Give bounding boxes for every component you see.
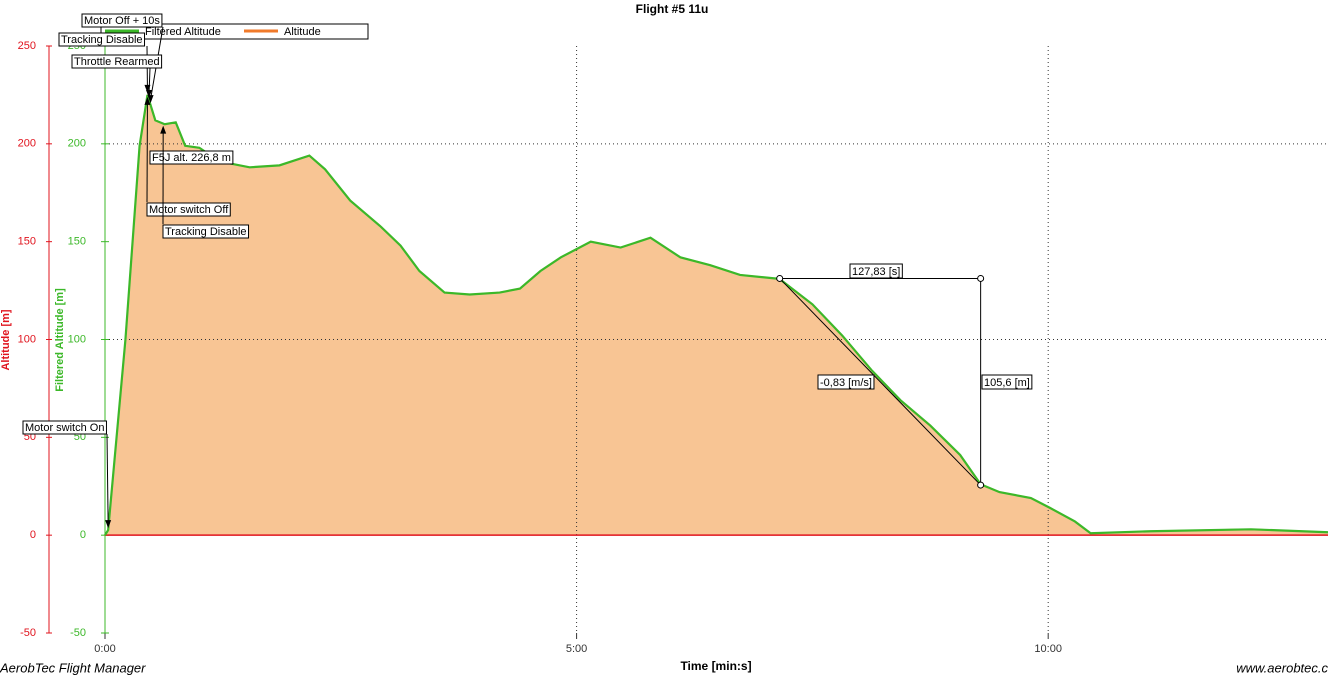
annotation-arrow [144, 96, 151, 105]
annotation-label: Tracking Disable [61, 34, 143, 46]
annotation-box [162, 224, 250, 239]
measure-slope [779, 278, 981, 486]
annotation-label: Tracking Disable [165, 226, 247, 238]
y-tick-label: 100 [18, 333, 36, 345]
y-tick-label: 150 [18, 236, 36, 248]
footer-right: www.aerobtec.c [1236, 660, 1328, 675]
legend-label: Altitude [284, 26, 321, 38]
y2-tick-label: 100 [68, 333, 86, 345]
annotation-box [71, 54, 163, 69]
annotation-leader [148, 67, 151, 95]
annotation-label: Motor Off + 10s [84, 15, 160, 27]
y-tick-label: 0 [30, 529, 36, 541]
measure-point [977, 274, 985, 282]
annotation-box [81, 13, 163, 28]
annotation-box [149, 150, 234, 165]
annotation-label: Motor switch On [25, 422, 104, 434]
annotation-label: F5J alt. 226,8 m [152, 152, 231, 164]
annotation-arrow [105, 520, 112, 529]
x-tick-label: 10:00 [1034, 643, 1062, 655]
measure-box [849, 263, 903, 279]
annotation-box [58, 32, 146, 47]
y2-tick-label: 0 [80, 529, 86, 541]
annotation-leader [106, 433, 109, 525]
chart-title: Flight #5 11u [636, 2, 709, 16]
x-tick-label: 0:00 [94, 643, 115, 655]
annotation-arrow [146, 90, 153, 99]
annotation-arrow [160, 125, 167, 134]
annotation-label: Motor switch Off [149, 204, 229, 216]
y2-axis-label: Filtered Altitude [m] [54, 288, 66, 392]
y-axis-label: Altitude [m] [0, 309, 12, 370]
y-tick-label: 250 [18, 40, 36, 52]
annotation-box [22, 420, 107, 435]
footer-left: AerobTec Flight Manager [0, 660, 146, 675]
measure-label: 105,6 [m] [984, 377, 1030, 389]
measure-point [776, 274, 784, 282]
y2-tick-label: -50 [70, 627, 86, 639]
y2-tick-label: 200 [68, 138, 86, 150]
y-tick-label: 200 [18, 138, 36, 150]
legend-box [100, 23, 369, 40]
x-axis-label: Time [min:s] [680, 659, 751, 673]
measure-point [977, 481, 985, 489]
annotation-box [146, 202, 231, 217]
filtered-altitude-line [104, 94, 1328, 536]
y2-tick-label: 150 [68, 236, 86, 248]
measure-label: -0,83 [m/s] [820, 377, 872, 389]
measure-box [981, 374, 1033, 390]
measure-label: 127,83 [s] [852, 266, 900, 278]
measure-box [817, 374, 875, 390]
annotation-label: Throttle Rearmed [74, 56, 160, 68]
legend-label: Filtered Altitude [145, 26, 221, 38]
y-tick-label: -50 [20, 627, 36, 639]
x-tick-label: 5:00 [566, 643, 587, 655]
altitude-area [105, 94, 1328, 536]
